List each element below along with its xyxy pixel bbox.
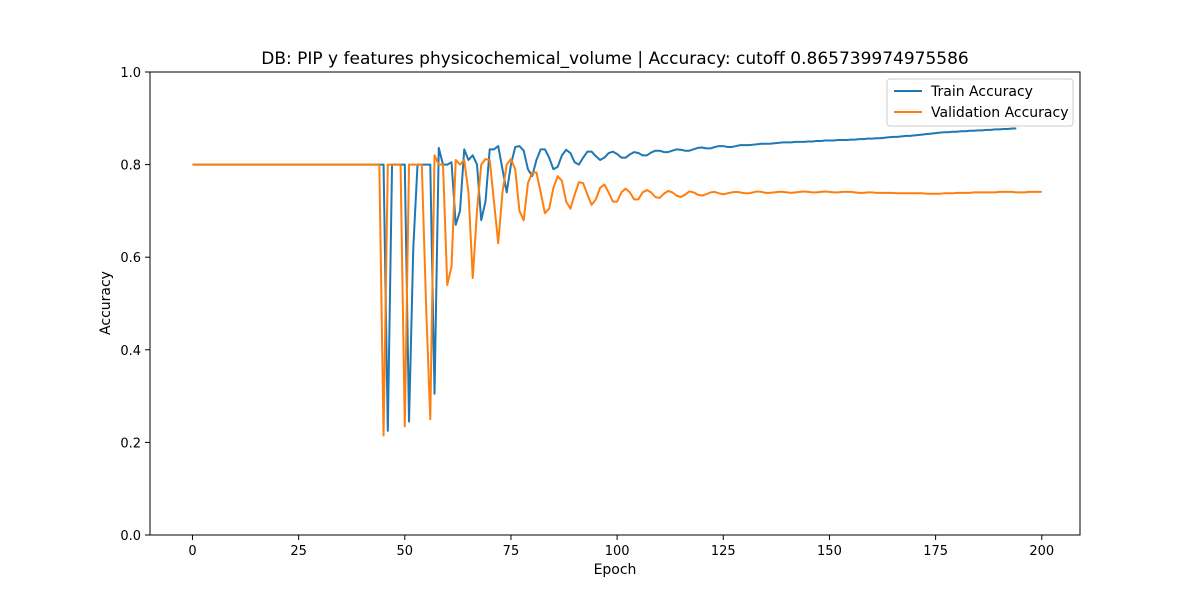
x-tick-label: 75: [503, 544, 520, 559]
x-axis: 0 25 50 75 100 125 150 175 200: [188, 535, 1054, 559]
x-tick-label: 175: [923, 544, 948, 559]
x-tick-label: 200: [1029, 544, 1054, 559]
y-tick-label: 0.6: [120, 251, 141, 266]
legend-label-train: Train Accuracy: [930, 84, 1033, 100]
x-tick-label: 0: [188, 544, 196, 559]
series-line-validation-accuracy: [192, 154, 1042, 437]
x-tick-label: 150: [817, 544, 842, 559]
y-tick-label: 0.8: [120, 159, 141, 174]
y-axis: 0.0 0.2 0.4 0.6 0.8 1.0: [120, 66, 150, 544]
x-tick-label: 25: [290, 544, 307, 559]
series-line-train-accuracy: [192, 127, 1017, 432]
legend-box: [886, 78, 1074, 127]
chart-title: DB: PIP y features physicochemical_volum…: [261, 49, 969, 69]
plot-area: [192, 127, 1042, 437]
x-tick-label: 50: [397, 544, 414, 559]
legend-label-validation: Validation Accuracy: [931, 105, 1069, 121]
y-tick-label: 1.0: [120, 66, 141, 81]
y-tick-label: 0.0: [120, 529, 141, 544]
x-tick-label: 100: [605, 544, 630, 559]
y-axis-label: Accuracy: [98, 271, 114, 335]
y-tick-label: 0.2: [120, 436, 141, 451]
y-tick-label: 0.4: [120, 344, 141, 359]
x-axis-label: Epoch: [594, 562, 637, 578]
legend: Train Accuracy Validation Accuracy: [886, 78, 1074, 127]
x-tick-label: 125: [711, 544, 736, 559]
plot-frame: [149, 71, 1081, 536]
